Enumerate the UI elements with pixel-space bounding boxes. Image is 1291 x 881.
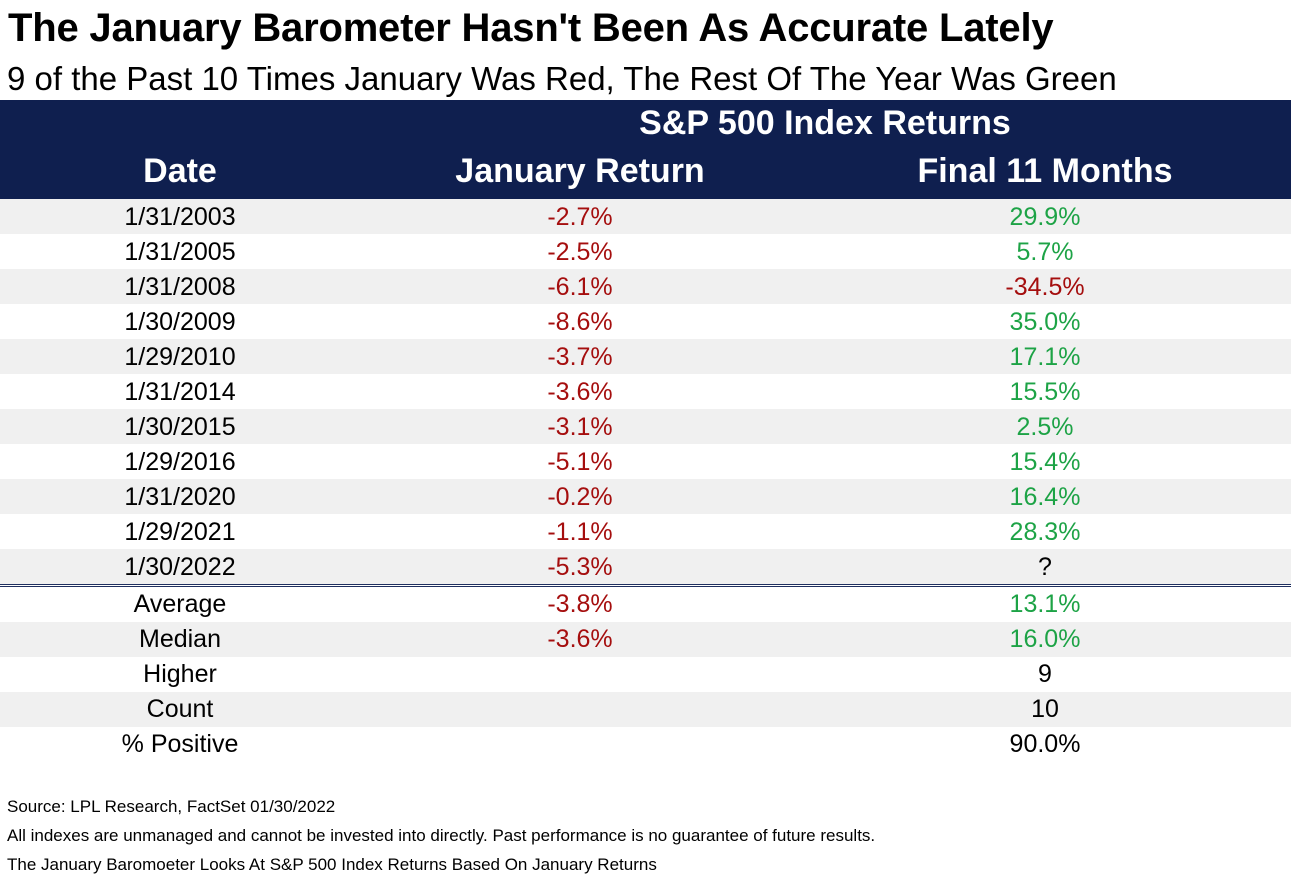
stat-label: Average [133, 590, 227, 618]
january-return-cell: -3.7% [547, 343, 613, 371]
header-date: Date [143, 152, 217, 190]
table-row: 1/30/2015 -3.1% 2.5% [0, 409, 1291, 444]
stat-row-median: Median -3.6% 16.0% [0, 622, 1291, 657]
table-row: 1/29/2010 -3.7% 17.1% [0, 339, 1291, 374]
table-row: 1/30/2022 -5.3% ? [0, 549, 1291, 584]
january-return-cell: -0.2% [547, 483, 613, 511]
date-cell: 1/29/2016 [124, 448, 236, 476]
page-subtitle: 9 of the Past 10 Times January Was Red, … [7, 60, 1117, 97]
stat-final-value: 13.1% [1009, 590, 1081, 618]
final-return-cell: 28.3% [1009, 518, 1081, 546]
final-return-cell: 2.5% [1016, 413, 1074, 441]
stat-row-count: Count 10 [0, 692, 1291, 727]
january-return-cell: -3.6% [547, 378, 613, 406]
stat-final-value: 90.0% [1009, 730, 1081, 758]
january-return-cell: -2.5% [547, 238, 613, 266]
date-cell: 1/30/2015 [124, 413, 236, 441]
january-return-cell: -1.1% [547, 518, 613, 546]
january-return-cell: -8.6% [547, 308, 613, 336]
stat-final-value: 10 [1031, 695, 1059, 723]
table-header: S&P 500 Index Returns Date January Retur… [0, 100, 1291, 199]
date-cell: 1/31/2008 [124, 273, 236, 301]
date-cell: 1/31/2003 [124, 203, 236, 231]
stat-label: Higher [143, 660, 217, 688]
date-cell: 1/31/2005 [124, 238, 236, 266]
january-return-cell: -2.7% [547, 203, 613, 231]
header-january-return: January Return [455, 152, 705, 190]
table-row: 1/31/2003 -2.7% 29.9% [0, 199, 1291, 234]
date-cell: 1/31/2020 [124, 483, 236, 511]
source-note: Source: LPL Research, FactSet 01/30/2022 [7, 797, 336, 816]
summary-divider [0, 584, 1291, 587]
table-row: 1/29/2021 -1.1% 28.3% [0, 514, 1291, 549]
stat-label: % Positive [121, 730, 239, 758]
stat-final-value: 9 [1038, 660, 1052, 688]
date-cell: 1/29/2021 [124, 518, 236, 546]
stat-label: Median [139, 625, 221, 653]
january-return-cell: -3.1% [547, 413, 613, 441]
table-row: 1/31/2020 -0.2% 16.4% [0, 479, 1291, 514]
barometer-note: The January Baromoeter Looks At S&P 500 … [7, 855, 657, 874]
stat-january-value: -3.8% [547, 590, 613, 618]
final-return-cell: 17.1% [1009, 343, 1081, 371]
header-final-11-months: Final 11 Months [917, 152, 1173, 190]
date-cell: 1/30/2022 [124, 553, 236, 581]
final-return-cell: 15.5% [1009, 378, 1081, 406]
final-return-cell: 5.7% [1016, 238, 1074, 266]
january-return-cell: -5.1% [547, 448, 613, 476]
final-return-cell: 35.0% [1009, 308, 1081, 336]
final-return-cell: -34.5% [1005, 273, 1085, 301]
table-row: 1/31/2014 -3.6% 15.5% [0, 374, 1291, 409]
date-cell: 1/29/2010 [124, 343, 236, 371]
stat-label: Count [146, 695, 214, 723]
table-row: 1/30/2009 -8.6% 35.0% [0, 304, 1291, 339]
table-row: 1/31/2005 -2.5% 5.7% [0, 234, 1291, 269]
stat-row-percent-positive: % Positive 90.0% [0, 727, 1291, 762]
january-return-cell: -6.1% [547, 273, 613, 301]
final-return-cell: 16.4% [1009, 483, 1081, 511]
final-return-cell: 15.4% [1009, 448, 1081, 476]
stat-row-average: Average -3.8% 13.1% [0, 587, 1291, 622]
table-row: 1/29/2016 -5.1% 15.4% [0, 444, 1291, 479]
date-cell: 1/30/2009 [124, 308, 236, 336]
stat-row-higher: Higher 9 [0, 657, 1291, 692]
final-return-cell: 29.9% [1009, 203, 1081, 231]
header-group-label: S&P 500 Index Returns [639, 104, 1011, 142]
disclaimer-note: All indexes are unmanaged and cannot be … [7, 826, 876, 845]
date-cell: 1/31/2014 [124, 378, 236, 406]
stat-final-value: 16.0% [1009, 625, 1081, 653]
stat-january-value: -3.6% [547, 625, 613, 653]
page-title: The January Barometer Hasn't Been As Acc… [8, 6, 1054, 50]
january-return-cell: -5.3% [547, 553, 613, 581]
returns-table: 1/31/2003 -2.7% 29.9% 1/31/2005 -2.5% 5.… [0, 199, 1291, 762]
table-row: 1/31/2008 -6.1% -34.5% [0, 269, 1291, 304]
final-return-cell: ? [1038, 553, 1052, 581]
